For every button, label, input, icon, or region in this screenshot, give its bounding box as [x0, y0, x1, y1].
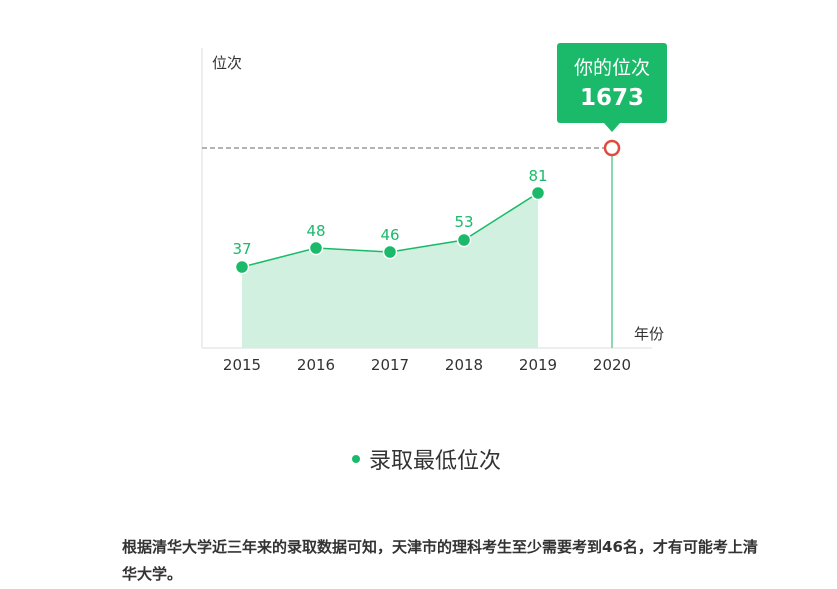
callout-value: 1673 [580, 85, 644, 111]
user-rank-marker[interactable] [603, 139, 621, 157]
x-tick-2018: 2018 [445, 356, 483, 374]
chart-legend[interactable]: 录取最低位次 [352, 444, 501, 474]
data-point-2019[interactable] [530, 185, 546, 201]
callout-title: 你的位次 [574, 57, 650, 79]
data-point-2017[interactable] [382, 244, 398, 260]
point-label-2015: 37 [232, 240, 251, 258]
chart-svg: 位次 年份 37 48 46 53 81 你的位次 1673 20 [201, 43, 667, 374]
legend-label: 录取最低位次 [369, 449, 502, 474]
user-rank-callout: 你的位次 1673 [557, 43, 667, 132]
point-label-2018: 53 [454, 213, 473, 231]
callout-box [557, 43, 667, 123]
x-tick-2017: 2017 [371, 356, 409, 374]
admission-description: 根据清华大学近三年来的录取数据可知，天津市的理科考生至少需要考到46名，才有可能… [122, 538, 758, 583]
area-fill [242, 193, 538, 348]
x-tick-2020: 2020 [593, 356, 631, 374]
data-point-2015[interactable] [234, 259, 250, 275]
point-label-2016: 48 [306, 222, 325, 240]
x-tick-2019: 2019 [519, 356, 557, 374]
legend-dot-icon [352, 455, 360, 463]
data-point-2016[interactable] [308, 240, 324, 256]
x-axis-label: 年份 [634, 325, 664, 343]
rank-chart: 位次 年份 37 48 46 53 81 你的位次 1673 20 [201, 43, 667, 374]
callout-pointer [604, 123, 620, 132]
x-tick-2015: 2015 [223, 356, 261, 374]
y-axis-label: 位次 [212, 54, 242, 72]
point-label-2017: 46 [380, 226, 399, 244]
data-point-2018[interactable] [456, 232, 472, 248]
x-tick-2016: 2016 [297, 356, 335, 374]
point-label-2019: 81 [528, 167, 547, 185]
